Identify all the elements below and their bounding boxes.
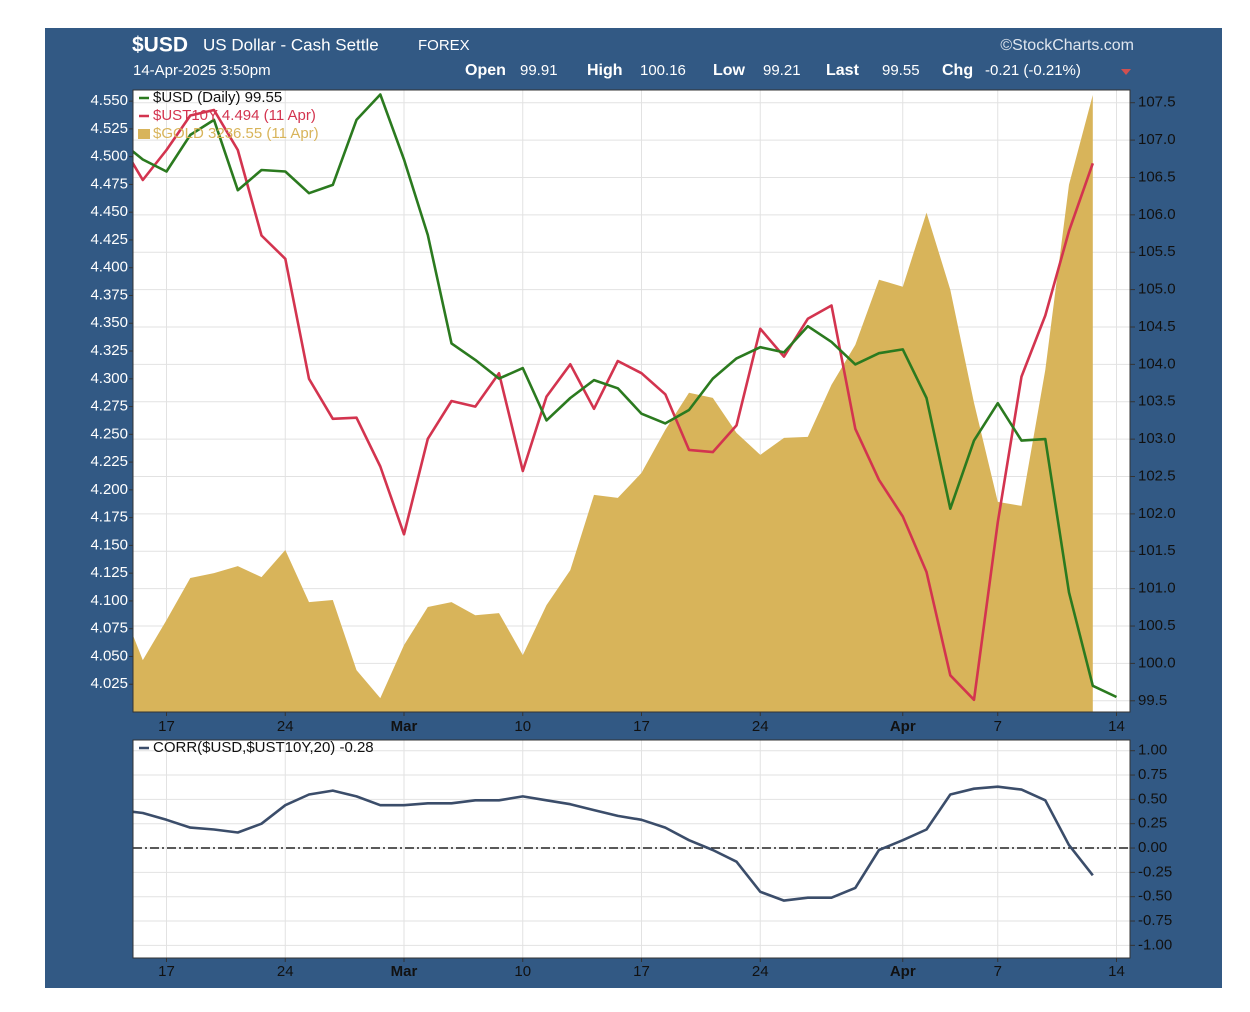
y-tick-label: 4.100 xyxy=(90,592,128,609)
y2-tick-label: 105.0 xyxy=(1138,281,1176,298)
series-group xyxy=(133,785,1094,902)
y2-tick-label: 100.5 xyxy=(1138,617,1176,634)
x-tick-label: 7 xyxy=(994,718,1002,735)
quote-label: High xyxy=(587,62,623,79)
x-tick-label: 17 xyxy=(633,963,650,980)
y2-tick-label: 102.5 xyxy=(1138,467,1176,484)
x-tick-label: 17 xyxy=(158,718,175,735)
y2-tick-label: 1.00 xyxy=(1138,742,1167,759)
legend-label: $USD (Daily) 99.55 xyxy=(153,89,282,106)
x-tick-label: Mar xyxy=(391,718,418,735)
series-group xyxy=(133,93,1118,712)
x-tick-label: Mar xyxy=(391,963,418,980)
y-tick-label: 4.050 xyxy=(90,647,128,664)
x-tick-label: 24 xyxy=(752,718,769,735)
y-tick-label: 4.025 xyxy=(90,675,128,692)
y-tick-label: 4.475 xyxy=(90,175,128,192)
x-tick-label: 14 xyxy=(1108,718,1125,735)
y2-tick-label: 106.0 xyxy=(1138,206,1176,223)
y2-tick-label: 0.50 xyxy=(1138,790,1167,807)
y-tick-label: 4.125 xyxy=(90,564,128,581)
quote-label: Last xyxy=(826,62,860,79)
legend-label: $UST10Y 4.494 (11 Apr) xyxy=(153,107,316,124)
y-tick-label: 4.250 xyxy=(90,425,128,442)
x-tick-label: 10 xyxy=(514,963,531,980)
y-tick-label: 4.075 xyxy=(90,620,128,637)
x-tick-label: Apr xyxy=(890,718,916,735)
y2-tick-label: -0.50 xyxy=(1138,888,1172,905)
area xyxy=(133,95,1093,712)
plot-border xyxy=(132,739,1131,959)
x-tick-label: 10 xyxy=(514,718,531,735)
legend-label: $GOLD 3236.55 (11 Apr) xyxy=(153,125,319,142)
quote-value: 99.21 xyxy=(763,62,801,79)
y2-tick-label: 102.0 xyxy=(1138,505,1176,522)
y-tick-label: 4.150 xyxy=(90,536,128,553)
y-tick-label: 4.350 xyxy=(90,314,128,331)
quote-value: 100.16 xyxy=(640,62,686,79)
x-tick-label: 24 xyxy=(752,963,769,980)
date: 14-Apr-2025 3:50pm xyxy=(133,62,271,79)
y2-tick-label: -1.00 xyxy=(1138,936,1172,953)
y2-tick-label: 0.00 xyxy=(1138,839,1167,856)
legend-swatch xyxy=(138,129,150,139)
quote-value: -0.21 (-0.21%) xyxy=(985,62,1081,79)
y-tick-label: 4.525 xyxy=(90,120,128,137)
y2-tick-label: 104.5 xyxy=(1138,318,1176,335)
lower-plot-bg xyxy=(133,740,1130,958)
y-tick-label: 4.550 xyxy=(90,92,128,109)
y2-tick-label: 0.25 xyxy=(1138,815,1167,832)
y-tick-label: 4.400 xyxy=(90,259,128,276)
subtitle: US Dollar - Cash Settle xyxy=(203,35,379,54)
source: ©StockCharts.com xyxy=(1000,37,1134,54)
x-tick-label: 24 xyxy=(277,718,294,735)
y2-tick-label: 103.5 xyxy=(1138,393,1176,410)
quote-label: Low xyxy=(713,62,746,79)
y-tick-label: 4.300 xyxy=(90,370,128,387)
quote-value: 99.55 xyxy=(882,62,920,79)
y2-tick-label: 100.0 xyxy=(1138,654,1176,671)
line xyxy=(133,93,1118,699)
x-tick-label: 14 xyxy=(1108,963,1125,980)
quote-value: 99.91 xyxy=(520,62,558,79)
x-tick-label: 17 xyxy=(158,963,175,980)
y2-tick-label: -0.75 xyxy=(1138,912,1172,929)
y-tick-label: 4.225 xyxy=(90,453,128,470)
y2-tick-label: 101.0 xyxy=(1138,580,1176,597)
symbol: $USD xyxy=(132,34,188,57)
plot-border xyxy=(132,89,1131,713)
y2-tick-label: -0.25 xyxy=(1138,863,1172,880)
legend-label: CORR($USD,$UST10Y,20) -0.28 xyxy=(153,739,374,756)
down-arrow xyxy=(1121,69,1131,75)
x-tick-label: 17 xyxy=(633,718,650,735)
y2-tick-label: 107.5 xyxy=(1138,94,1176,111)
x-tick-label: 7 xyxy=(994,963,1002,980)
y2-tick-label: 105.5 xyxy=(1138,243,1176,260)
y-tick-label: 4.425 xyxy=(90,231,128,248)
y-tick-label: 4.200 xyxy=(90,481,128,498)
y2-tick-label: 0.75 xyxy=(1138,766,1167,783)
y2-tick-label: 106.5 xyxy=(1138,168,1176,185)
y2-tick-label: 101.5 xyxy=(1138,542,1176,559)
exchange: FOREX xyxy=(418,37,470,54)
y-tick-label: 4.500 xyxy=(90,148,128,165)
quote-label: Chg xyxy=(942,62,973,79)
y2-tick-label: 107.0 xyxy=(1138,131,1176,148)
y2-tick-label: 99.5 xyxy=(1138,692,1167,709)
x-tick-label: 24 xyxy=(277,963,294,980)
quote-label: Open xyxy=(465,62,506,79)
x-tick-label: Apr xyxy=(890,963,916,980)
y2-tick-label: 104.0 xyxy=(1138,355,1176,372)
y-tick-label: 4.275 xyxy=(90,398,128,415)
y-tick-label: 4.375 xyxy=(90,286,128,303)
y2-tick-label: 103.0 xyxy=(1138,430,1176,447)
y-tick-label: 4.450 xyxy=(90,203,128,220)
line xyxy=(133,785,1094,902)
y-tick-label: 4.325 xyxy=(90,342,128,359)
y-tick-label: 4.175 xyxy=(90,509,128,526)
